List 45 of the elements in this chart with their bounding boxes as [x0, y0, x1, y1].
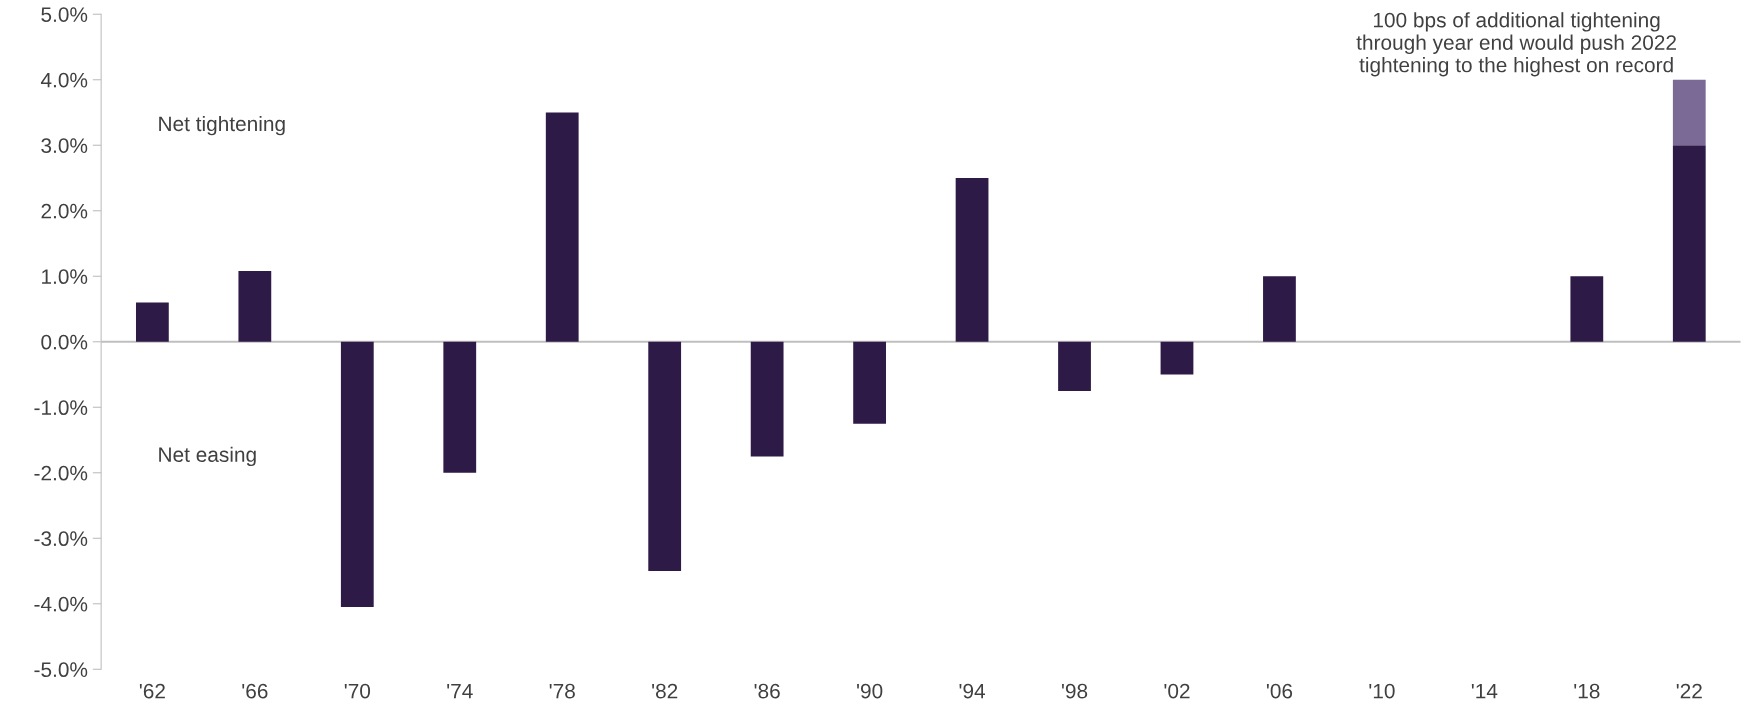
bar [1672, 79, 1706, 146]
y-tick-label: 0.0% [41, 334, 88, 350]
x-tick-label: '02 [1164, 683, 1190, 699]
x-tick-label: '10 [1369, 683, 1395, 699]
x-tick-label: '82 [652, 683, 678, 699]
y-tick-label: 1.0% [42, 269, 88, 285]
bar [955, 178, 989, 342]
y-tick-label: 4.0% [40, 72, 88, 88]
bar [1058, 341, 1091, 391]
bar [750, 341, 784, 457]
x-tick-label: '06 [1266, 683, 1293, 699]
x-tick-label: '74 [447, 683, 473, 699]
x-tick-label: '62 [139, 683, 165, 699]
y-tick-label: 2.0% [41, 203, 88, 219]
x-tick-label: '66 [242, 683, 268, 699]
x-tick-label: '90 [857, 683, 883, 699]
bar [853, 341, 886, 424]
y-tick-label: -1.0% [34, 400, 88, 416]
annotation: Net tightening [159, 115, 285, 136]
x-tick-label: '86 [754, 683, 780, 699]
bar [135, 302, 169, 342]
x-tick-label: '22 [1676, 683, 1702, 699]
bar [1570, 276, 1604, 342]
bar [545, 112, 579, 342]
bar [238, 271, 272, 342]
y-tick-label: -5.0% [34, 662, 88, 678]
bar [443, 341, 477, 473]
bar [340, 341, 374, 608]
x-tick-label: '14 [1471, 683, 1498, 699]
x-tick-label: '94 [959, 683, 986, 699]
y-tick-label: -4.0% [34, 596, 88, 612]
y-tick-label: -3.0% [34, 531, 88, 547]
bar [1263, 276, 1296, 342]
y-tick-label: -2.0% [34, 465, 88, 481]
x-tick-label: '18 [1574, 683, 1600, 699]
y-tick-label: 3.0% [41, 138, 88, 153]
x-tick-label: '98 [1062, 683, 1088, 699]
x-tick-label: '78 [549, 683, 575, 699]
y-tick-label: 5.0% [41, 7, 88, 22]
annotation: Net easing [159, 446, 256, 467]
x-tick-label: '70 [344, 683, 371, 699]
bar [648, 341, 682, 572]
bar [1160, 341, 1194, 375]
annotation: 100 bps of additional tightening through year end would push 2022 tightening to the highest on record [1356, 12, 1676, 77]
bar [1672, 145, 1706, 342]
